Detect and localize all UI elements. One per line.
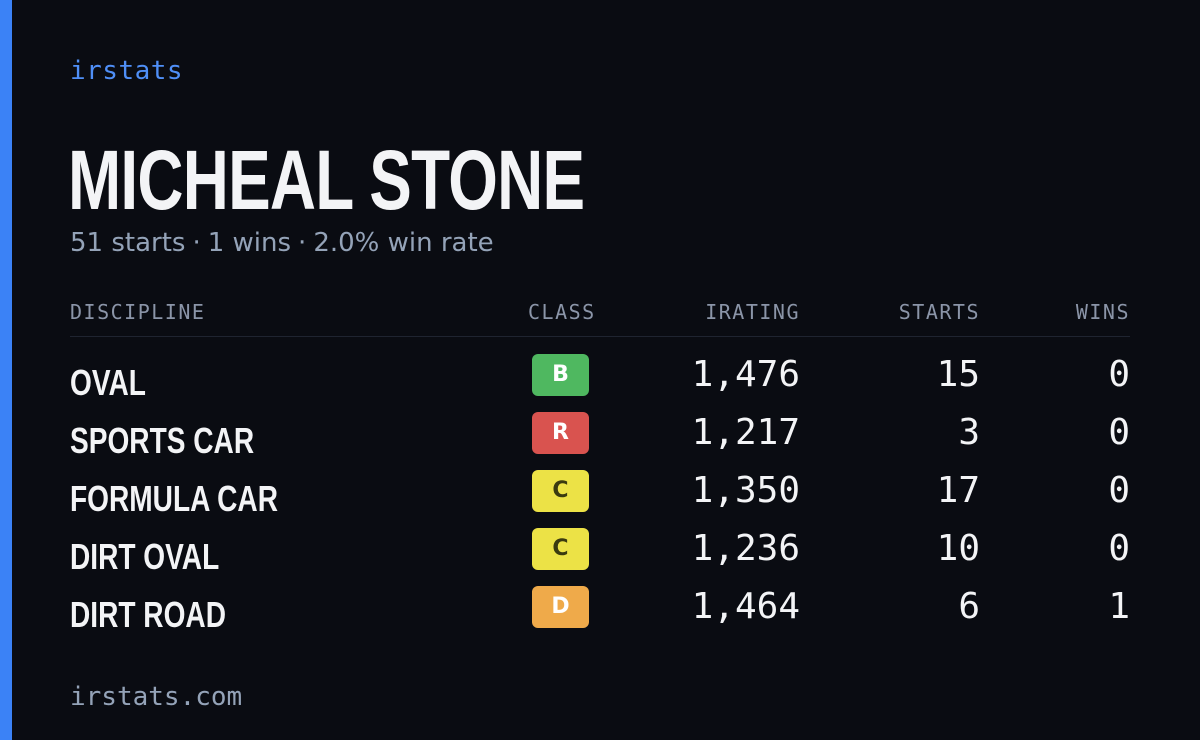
discipline-name: DIRT OVAL [70, 536, 220, 577]
discipline-name: OVAL [70, 362, 146, 403]
irating-value: 1,236 [691, 528, 800, 569]
accent-bar [0, 0, 12, 740]
summary-separator: · [192, 228, 201, 258]
wins-value: 0 [1108, 412, 1130, 453]
column-header-class: CLASS [528, 300, 596, 324]
irating-value: 1,350 [691, 470, 800, 511]
discipline-name: FORMULA CAR [70, 478, 278, 519]
table-body: OVAL B 1,476 15 0 SPORTS CAR R 1,217 3 0… [70, 353, 1130, 643]
table-row: FORMULA CAR C 1,350 17 0 [70, 469, 1130, 527]
summary-wins: 1 wins [207, 228, 292, 258]
starts-value: 17 [936, 470, 980, 511]
wins-value: 1 [1108, 586, 1130, 627]
starts-value: 10 [936, 528, 980, 569]
column-header-irating: IRATING [705, 300, 800, 324]
summary-separator: · [298, 228, 307, 258]
driver-name: MICHEAL STONE [68, 133, 585, 227]
discipline-name: DIRT ROAD [70, 594, 226, 635]
summary-win-rate: 2.0% win rate [313, 228, 494, 258]
class-badge: D [532, 586, 589, 628]
irating-value: 1,217 [691, 412, 800, 453]
table-header: DISCIPLINE CLASS IRATING STARTS WINS [70, 298, 1130, 337]
class-badge: R [532, 412, 589, 454]
column-header-wins: WINS [1075, 300, 1130, 324]
wins-value: 0 [1108, 528, 1130, 569]
column-header-discipline: DISCIPLINE [70, 300, 206, 324]
discipline-stats-table: DISCIPLINE CLASS IRATING STARTS WINS OVA… [70, 298, 1130, 643]
starts-value: 15 [936, 354, 980, 395]
table-row: DIRT OVAL C 1,236 10 0 [70, 527, 1130, 585]
class-badge: C [532, 528, 589, 570]
discipline-name: SPORTS CAR [70, 420, 255, 461]
brand-logo-text: irstats [70, 56, 184, 86]
wins-value: 0 [1108, 470, 1130, 511]
table-row: OVAL B 1,476 15 0 [70, 353, 1130, 411]
class-badge: C [532, 470, 589, 512]
wins-value: 0 [1108, 354, 1130, 395]
driver-summary: 51 starts · 1 wins · 2.0% win rate [70, 228, 494, 258]
footer-url[interactable]: irstats.com [70, 682, 243, 712]
starts-value: 3 [958, 412, 980, 453]
summary-starts: 51 starts [70, 228, 186, 258]
column-header-starts: STARTS [898, 300, 980, 324]
starts-value: 6 [958, 586, 980, 627]
table-row: SPORTS CAR R 1,217 3 0 [70, 411, 1130, 469]
table-row: DIRT ROAD D 1,464 6 1 [70, 585, 1130, 643]
irating-value: 1,464 [691, 586, 800, 627]
class-badge: B [532, 354, 589, 396]
irating-value: 1,476 [691, 354, 800, 395]
